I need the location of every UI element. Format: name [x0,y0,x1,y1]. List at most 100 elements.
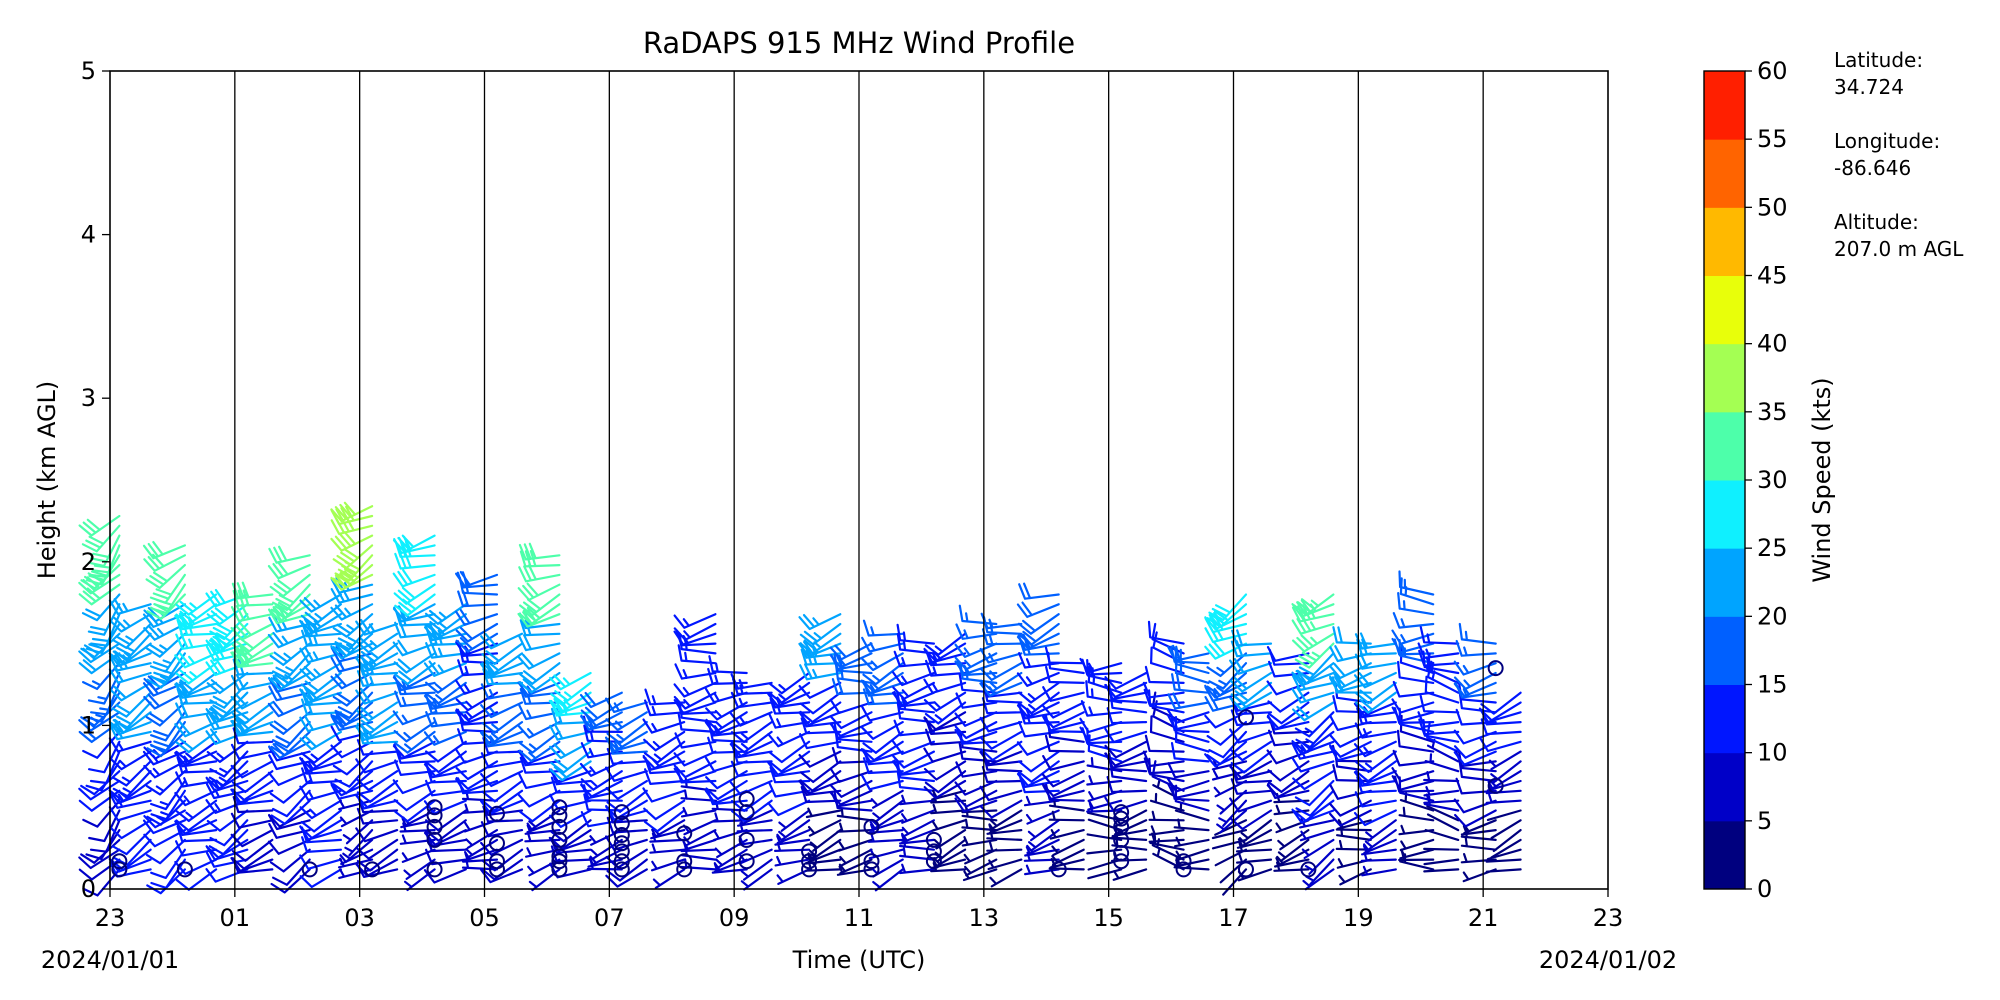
calm-marker [1113,845,1130,862]
wind-barb [150,583,186,615]
wind-barb [403,858,436,880]
wind-barb [1292,799,1335,822]
wind-barb [1087,868,1123,880]
calm-marker [1113,853,1130,870]
wind-barb [1460,853,1497,864]
wind-barb [987,858,1023,871]
wind-barb [519,662,561,685]
wind-barb [394,551,436,570]
wind-barb [270,799,311,825]
station-info: Latitude: 34.724 Longitude: -86.646 Alti… [1834,48,1964,261]
calm-marker [426,807,443,824]
wind-barb [1302,868,1335,891]
wind-barb [1391,706,1435,723]
wind-barb [708,655,748,675]
wind-barb [1329,740,1372,758]
wind-barb [299,646,342,664]
wind-barb [230,829,274,848]
wind-barb [480,799,524,815]
calm-marker [1113,810,1130,827]
wind-barb [394,540,436,558]
wind-barb [1018,681,1060,704]
wind-barb [339,809,374,828]
wind-barb [206,603,249,626]
wind-barb [955,623,998,640]
wind-barb [205,643,249,662]
wind-barb [299,819,342,840]
y-tick-label: 3 [81,384,96,412]
wind-barb [108,737,152,753]
wind-barb [111,760,152,787]
wind-barb [175,799,218,822]
wind-barb [518,603,561,625]
wind-barb [549,691,592,713]
wind-barb [176,825,218,843]
wind-barb [1391,637,1435,654]
wind-barb [1142,681,1185,699]
wind-barb [1041,701,1085,719]
wind-barb [673,767,717,783]
wind-barb [268,545,311,564]
calm-marker [863,853,880,870]
wind-barb [392,639,436,657]
calm-marker [488,835,505,852]
colorbar-segment [1704,139,1745,208]
wind-barb [1453,798,1497,814]
wind-barb [605,766,648,782]
wind-barb [1492,829,1522,853]
calm-marker [738,831,755,848]
wind-barb [1211,829,1248,840]
wind-barb [330,586,374,604]
wind-barb [1023,864,1060,876]
wind-barb [1240,819,1273,843]
calm-marker [111,853,128,870]
wind-barb [1016,740,1060,756]
wind-barb [924,770,967,794]
wind-barb [1329,745,1372,762]
wind-barb [1291,599,1335,618]
wind-barb [1292,632,1335,653]
wind-barb [206,671,249,695]
wind-barb [206,809,249,832]
wind-barb [1027,819,1060,842]
wind-barb [1080,700,1123,717]
wind-barb [209,819,249,847]
wind-barb [268,615,311,633]
calm-marker [801,853,818,870]
wind-barb [269,779,311,804]
start-date-label: 2024/01/01 [41,946,179,974]
wind-barb [268,671,311,691]
wind-barb [230,648,274,667]
wind-barb [267,561,311,580]
wind-barb [1229,809,1273,831]
wind-barb [175,632,218,650]
wind-barb [704,756,748,773]
wind-barb [799,733,842,750]
wind-barb [425,681,467,705]
wind-barb [112,701,152,729]
wind-barb [1150,646,1185,675]
wind-barb [1229,740,1273,762]
wind-barb [1142,750,1185,768]
wind-barb [899,794,935,806]
calm-marker [488,853,505,870]
wind-barb [605,779,648,800]
wind-barb [924,701,967,725]
wind-barb [1023,795,1060,807]
wind-barb [1392,680,1435,698]
colorbar-tick-label: 35 [1757,398,1788,426]
colorbar-segment [1704,343,1745,413]
wind-barb [1218,799,1248,827]
wind-barb [550,845,592,863]
wind-barb [799,663,842,681]
wind-barb [1044,734,1085,753]
wind-barb [1295,721,1335,749]
wind-barb [1423,858,1460,866]
wind-barb [1355,760,1397,783]
wind-barb [355,652,399,672]
wind-barb [1454,809,1497,828]
wind-barb [401,848,436,863]
wind-barb [1018,691,1060,715]
wind-barb [519,550,561,568]
wind-barb [1267,760,1310,782]
